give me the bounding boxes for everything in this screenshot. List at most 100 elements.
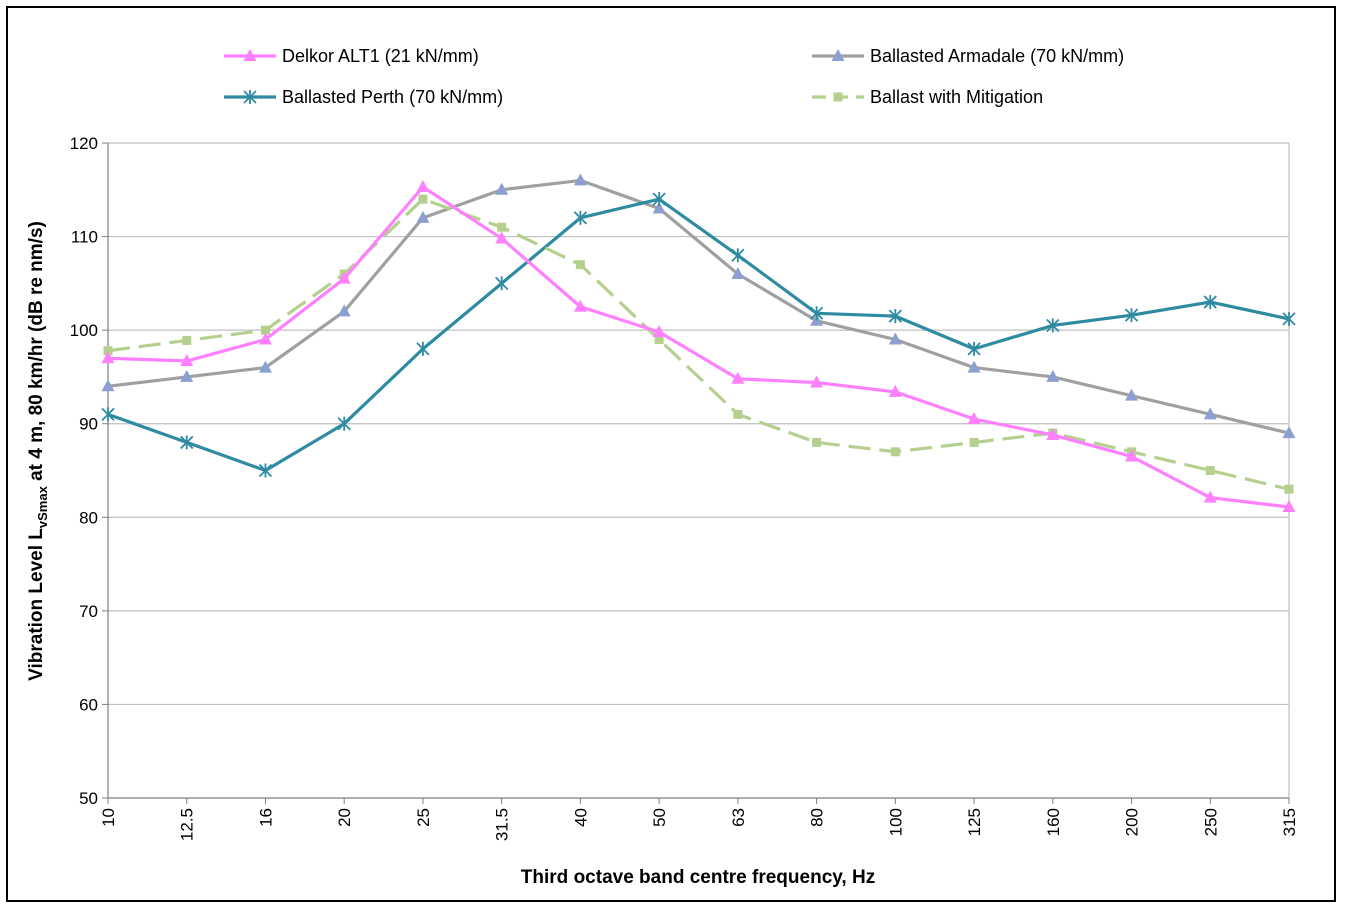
- data-point: [1203, 407, 1217, 420]
- x-tick-label: 63: [729, 808, 748, 827]
- series-1: [101, 173, 1296, 439]
- x-tick-label: 20: [335, 808, 354, 827]
- x-tick-label: 25: [414, 808, 433, 827]
- series-line: [107, 197, 1290, 491]
- legend-marker: [243, 90, 257, 104]
- data-point: [180, 354, 194, 367]
- data-point: [495, 276, 509, 291]
- y-tick-label: 50: [79, 789, 98, 808]
- chart-frame: [6, 6, 1336, 902]
- x-tick-label: 200: [1123, 808, 1142, 836]
- data-point: [888, 332, 902, 345]
- data-point: [890, 447, 900, 457]
- data-point: [1046, 318, 1060, 333]
- data-point: [495, 231, 509, 244]
- y-tick-label: 90: [79, 415, 98, 434]
- data-point: [258, 463, 273, 478]
- data-point: [260, 325, 270, 335]
- data-point: [416, 210, 430, 223]
- data-point: [416, 341, 430, 356]
- y-tick-label: 110: [71, 228, 98, 247]
- series-2: [101, 192, 1296, 478]
- data-point: [418, 194, 428, 204]
- data-point: [495, 182, 509, 195]
- data-point: [652, 192, 666, 207]
- data-point: [967, 360, 981, 373]
- x-tick-label: 50: [650, 808, 669, 827]
- y-tick-label: 60: [79, 695, 98, 714]
- data-point: [733, 409, 743, 419]
- data-point: [1205, 466, 1215, 475]
- legend-label: Delkor ALT1 (21 kN/mm): [282, 46, 479, 66]
- data-point: [1046, 369, 1060, 382]
- y-axis-title-main: Vibration Level L: [26, 528, 47, 681]
- legend-marker: [243, 49, 257, 61]
- data-point: [103, 346, 113, 356]
- data-point: [812, 437, 822, 447]
- x-tick-label: 12.5: [178, 808, 197, 841]
- data-point: [101, 379, 115, 392]
- data-point: [258, 332, 272, 345]
- x-tick-label: 16: [256, 808, 275, 827]
- data-point: [810, 375, 824, 388]
- series-0: [101, 179, 1296, 512]
- data-point: [652, 201, 666, 214]
- gridlines: [108, 142, 1290, 798]
- data-point: [101, 407, 115, 422]
- data-point: [573, 210, 588, 225]
- data-point: [258, 360, 272, 373]
- data-point: [731, 248, 745, 263]
- x-tick-label: 315: [1280, 808, 1299, 836]
- data-point: [180, 369, 194, 382]
- data-point: [1046, 427, 1060, 440]
- y-axis-title-subscript: vSmax: [35, 485, 50, 528]
- series-layer: [101, 173, 1296, 512]
- x-tick-label: 80: [808, 808, 827, 827]
- data-point: [1125, 388, 1139, 401]
- data-point: [497, 222, 507, 232]
- data-point: [101, 351, 115, 364]
- data-point: [731, 371, 745, 384]
- data-point: [967, 341, 981, 356]
- legend-label: Ballast with Mitigation: [870, 87, 1043, 107]
- axes: 50 60 70 80 90 100 110 120 10 12.5 16 20 25 31.5 40 50 6…: [70, 134, 1299, 841]
- data-point: [1282, 426, 1296, 439]
- data-point: [1284, 484, 1294, 494]
- data-point: [1124, 308, 1139, 323]
- x-tick-label: 40: [571, 808, 590, 827]
- data-point: [967, 412, 981, 425]
- data-point: [809, 306, 824, 321]
- y-tick-label: 70: [79, 602, 98, 621]
- legend: Delkor ALT1 (21 kN/mm) Ballasted Armadale…: [224, 46, 1124, 107]
- x-tick-label: 10: [99, 808, 118, 827]
- data-point: [337, 416, 351, 431]
- data-point: [573, 299, 587, 312]
- legend-marker: [831, 49, 845, 61]
- data-point: [1282, 311, 1296, 326]
- data-point: [182, 335, 192, 345]
- y-axis-title: Vibration Level LvSmax at 4 m, 80 km/hr …: [26, 221, 50, 681]
- data-point: [416, 179, 430, 192]
- series-line: [107, 185, 1290, 509]
- legend-label: Ballasted Perth (70 kN/mm): [282, 87, 503, 107]
- data-point: [888, 384, 902, 397]
- y-tick-label: 100: [70, 321, 98, 340]
- data-point: [652, 325, 666, 338]
- x-axis-title: Third octave band centre frequency, Hz: [521, 867, 875, 888]
- x-tick-label: 31.5: [493, 808, 512, 841]
- data-point: [1203, 490, 1217, 503]
- data-point: [654, 335, 664, 344]
- legend-entry: Delkor ALT1 (21 kN/mm): [224, 46, 479, 66]
- data-point: [573, 173, 587, 186]
- legend-entry: Ballasted Perth (70 kN/mm): [224, 87, 503, 107]
- data-point: [337, 271, 351, 284]
- y-tick-label: 80: [79, 508, 98, 527]
- data-point: [575, 260, 585, 270]
- x-tick-label: 125: [965, 808, 984, 836]
- data-point: [1282, 499, 1296, 512]
- x-tick-label: 100: [886, 808, 905, 836]
- data-point: [969, 437, 979, 447]
- data-point: [180, 435, 194, 450]
- data-point: [888, 309, 902, 324]
